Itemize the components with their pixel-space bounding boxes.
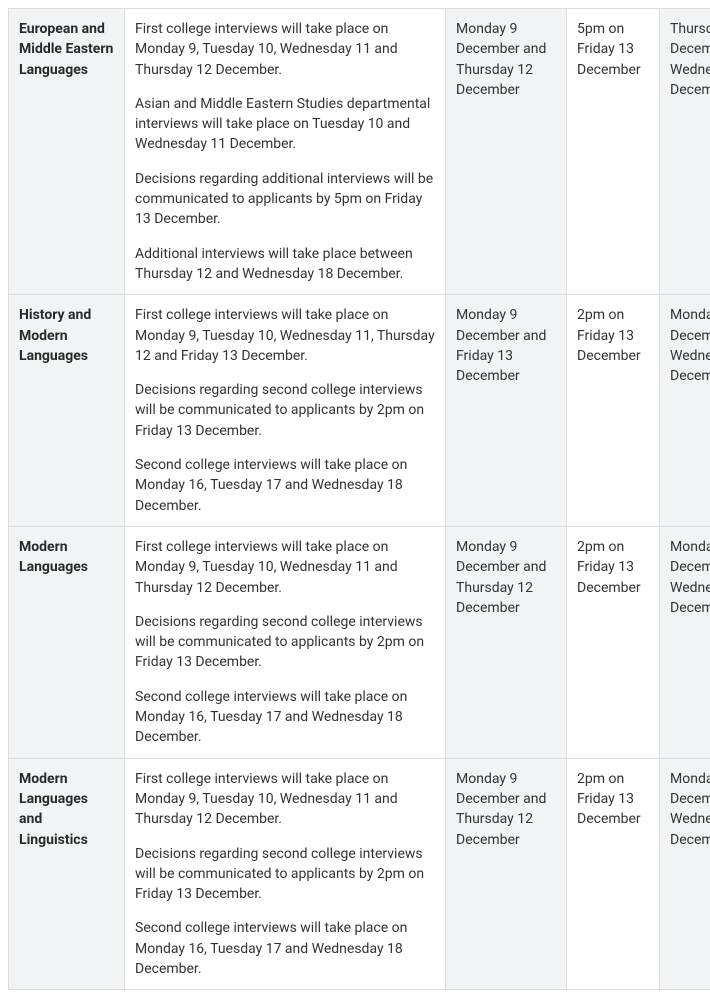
description-paragraph: Decisions regarding second college inter…	[135, 612, 435, 673]
course-name-cell: Modern Languages	[9, 526, 125, 758]
table-row: Modern Languages and LinguisticsFirst co…	[9, 758, 710, 990]
description-paragraph: Second college interviews will take plac…	[135, 455, 435, 516]
table-row: Modern LanguagesFirst college interviews…	[9, 526, 710, 758]
first-interview-dates-cell: Monday 9 December and Friday 13 December	[446, 295, 567, 527]
decision-deadline-cell: 2pm on Friday 13 December	[567, 526, 660, 758]
description-paragraph: Decisions regarding additional interview…	[135, 169, 435, 230]
decision-deadline-cell: 5pm on Friday 13 December	[567, 9, 660, 295]
decision-deadline-cell: 2pm on Friday 13 December	[567, 758, 660, 990]
second-interview-dates-cell: Monday 16 December and Wednesday 18 Dece…	[660, 295, 710, 527]
description-paragraph: First college interviews will take place…	[135, 537, 435, 598]
description-paragraph: Decisions regarding second college inter…	[135, 380, 435, 441]
course-name-cell: History and Modern Languages	[9, 295, 125, 527]
description-paragraph: Second college interviews will take plac…	[135, 687, 435, 748]
course-name-cell: Modern Languages and Linguistics	[9, 758, 125, 990]
decision-deadline-cell: 2pm on Friday 13 December	[567, 295, 660, 527]
description-cell: First college interviews will take place…	[125, 9, 446, 295]
first-interview-dates-cell: Monday 9 December and Thursday 12 Decemb…	[446, 9, 567, 295]
first-interview-dates-cell: Monday 9 December and Thursday 12 Decemb…	[446, 526, 567, 758]
description-paragraph: First college interviews will take place…	[135, 769, 435, 830]
description-paragraph: Second college interviews will take plac…	[135, 918, 435, 979]
description-cell: First college interviews will take place…	[125, 526, 446, 758]
description-paragraph: Decisions regarding second college inter…	[135, 844, 435, 905]
interview-schedule-table: European and Middle Eastern LanguagesFir…	[8, 8, 710, 990]
description-cell: First college interviews will take place…	[125, 295, 446, 527]
description-paragraph: Additional interviews will take place be…	[135, 244, 435, 285]
description-paragraph: First college interviews will take place…	[135, 19, 435, 80]
second-interview-dates-cell: Monday 16 December and Wednesday 18 Dece…	[660, 758, 710, 990]
table-body: European and Middle Eastern LanguagesFir…	[9, 9, 710, 990]
table-row: History and Modern LanguagesFirst colleg…	[9, 295, 710, 527]
description-paragraph: Asian and Middle Eastern Studies departm…	[135, 94, 435, 155]
second-interview-dates-cell: Monday 16 December and Wednesday 18 Dece…	[660, 526, 710, 758]
description-paragraph: First college interviews will take place…	[135, 305, 435, 366]
course-name-cell: European and Middle Eastern Languages	[9, 9, 125, 295]
first-interview-dates-cell: Monday 9 December and Thursday 12 Decemb…	[446, 758, 567, 990]
second-interview-dates-cell: Thursday 12 December and Wednesday 18 De…	[660, 9, 710, 295]
description-cell: First college interviews will take place…	[125, 758, 446, 990]
table-row: European and Middle Eastern LanguagesFir…	[9, 9, 710, 295]
